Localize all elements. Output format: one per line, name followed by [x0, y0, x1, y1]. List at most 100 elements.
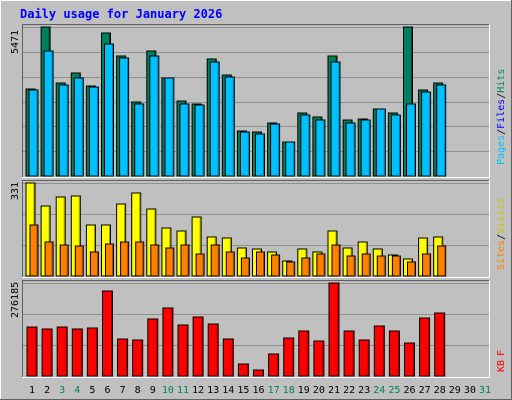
ylabel-hits-word: Hits — [496, 69, 507, 93]
bar-files-day-7 — [119, 57, 130, 177]
tick-label-day-19: 19 — [298, 385, 310, 396]
tick-label-day-11: 11 — [177, 385, 189, 396]
ymax-label-kb: 276185 — [10, 282, 21, 318]
bar-kbytes-day-4 — [71, 328, 83, 377]
tick-label-day-2: 2 — [44, 385, 50, 396]
tick-label-day-30: 30 — [464, 385, 476, 396]
bars-kbytes — [26, 282, 446, 377]
bar-kbytes-day-2 — [41, 328, 53, 377]
day-axis-labels: 1 2 3 4 5 6 7 8 9 10 11 12 13 14 15 16 17 18 19 20 21 22 23 24 2… — [29, 385, 491, 396]
tick-label-day-20: 20 — [313, 385, 325, 396]
bar-files-day-24 — [375, 108, 386, 177]
bar-sites-day-14 — [225, 251, 235, 277]
bar-files-day-11 — [179, 103, 190, 177]
bar-sites-day-1 — [29, 224, 39, 277]
bar-files-day-19 — [300, 114, 311, 177]
tick-label-day-17: 17 — [268, 385, 280, 396]
bar-kbytes-day-27 — [419, 317, 431, 377]
bar-sites-day-22 — [346, 255, 356, 277]
bar-sites-day-15 — [240, 257, 250, 277]
bar-kbytes-day-7 — [117, 338, 129, 377]
bar-sites-day-6 — [105, 243, 114, 277]
bar-files-day-14 — [224, 76, 235, 177]
bar-kbytes-day-16 — [253, 369, 264, 377]
bar-kbytes-day-9 — [147, 318, 159, 377]
tick-label-day-1: 1 — [29, 385, 35, 396]
ylabel-sep-1: / — [496, 129, 507, 135]
tick-label-day-13: 13 — [207, 385, 219, 396]
bar-kbytes-day-14 — [222, 338, 234, 377]
gridlines-visits — [23, 183, 489, 246]
chart-title: Daily usage for January 2026 — [20, 7, 222, 21]
bar-sites-day-28 — [437, 245, 447, 277]
tick-label-day-7: 7 — [120, 385, 126, 396]
bar-files-day-25 — [390, 114, 401, 177]
ymax-label-visits: 331 — [10, 182, 21, 200]
bar-sites-day-8 — [135, 241, 145, 277]
bars-hits-files — [25, 26, 447, 177]
bar-files-day-17 — [270, 123, 281, 177]
bar-files-day-4 — [73, 77, 84, 177]
bar-files-day-18 — [285, 141, 296, 177]
bar-sites-day-18 — [286, 261, 296, 277]
tick-label-day-8: 8 — [135, 385, 141, 396]
ylabel-kb-word: KB — [496, 360, 507, 372]
tick-label-day-4: 4 — [74, 385, 80, 396]
bar-kbytes-day-26 — [404, 342, 415, 377]
bar-sites-day-19 — [301, 257, 311, 277]
bar-kbytes-day-1 — [26, 326, 38, 377]
bar-sites-day-23 — [361, 253, 371, 277]
bar-files-day-5 — [88, 86, 99, 177]
bar-sites-day-11 — [180, 244, 190, 277]
ylabel-pages: Pages — [496, 135, 507, 165]
ylabel-visits: Sites/Visits — [496, 198, 507, 270]
tick-label-day-21: 21 — [328, 385, 340, 396]
tick-label-day-16: 16 — [252, 385, 264, 396]
bar-kbytes-day-10 — [162, 307, 174, 377]
bar-kbytes-day-17 — [268, 353, 280, 377]
bar-kbytes-day-11 — [177, 324, 189, 377]
bar-kbytes-day-12 — [192, 316, 204, 377]
ylabel-files: Files — [496, 99, 507, 129]
panel-kbytes: 276185 KB F — [10, 280, 507, 378]
tick-label-day-27: 27 — [419, 385, 431, 396]
bar-kbytes-day-28 — [434, 312, 446, 377]
bar-kbytes-day-25 — [388, 330, 400, 377]
bar-sites-day-25 — [391, 255, 401, 277]
bar-files-day-2 — [43, 50, 54, 177]
tick-label-day-6: 6 — [104, 385, 110, 396]
bar-sites-day-12 — [195, 253, 205, 277]
bar-kbytes-day-3 — [56, 326, 68, 377]
tick-label-day-12: 12 — [192, 385, 204, 396]
bar-kbytes-day-15 — [237, 363, 249, 377]
bars-visits-sites — [25, 182, 447, 277]
bar-files-day-6 — [104, 43, 114, 177]
bar-sites-day-4 — [74, 245, 84, 277]
bar-kbytes-day-18 — [283, 337, 295, 377]
tick-label-day-14: 14 — [222, 385, 234, 396]
tick-label-day-10: 10 — [162, 385, 174, 396]
bar-sites-day-9 — [150, 244, 160, 277]
ylabel-kb: KB F — [496, 350, 507, 372]
bar-kbytes-day-5 — [86, 327, 98, 377]
bar-kbytes-day-23 — [358, 339, 370, 377]
bar-kbytes-day-13 — [207, 323, 219, 377]
tick-label-day-29: 29 — [449, 385, 461, 396]
bar-files-day-21 — [330, 61, 341, 177]
bar-files-day-1 — [28, 89, 39, 177]
ylabel-sep-2: / — [496, 93, 507, 99]
tick-label-day-3: 3 — [59, 385, 65, 396]
tick-label-day-23: 23 — [358, 385, 370, 396]
bar-files-day-9 — [149, 55, 160, 177]
bar-kbytes-day-6 — [102, 290, 113, 377]
tick-label-day-22: 22 — [343, 385, 355, 396]
bar-sites-day-21 — [331, 244, 341, 277]
bar-files-day-12 — [194, 104, 205, 177]
ylabel-sep-3: / — [496, 234, 507, 240]
bar-files-day-10 — [164, 77, 175, 177]
bar-sites-day-5 — [89, 251, 99, 277]
bar-files-day-15 — [239, 131, 250, 177]
bar-files-day-22 — [345, 122, 356, 177]
tick-label-day-18: 18 — [283, 385, 295, 396]
